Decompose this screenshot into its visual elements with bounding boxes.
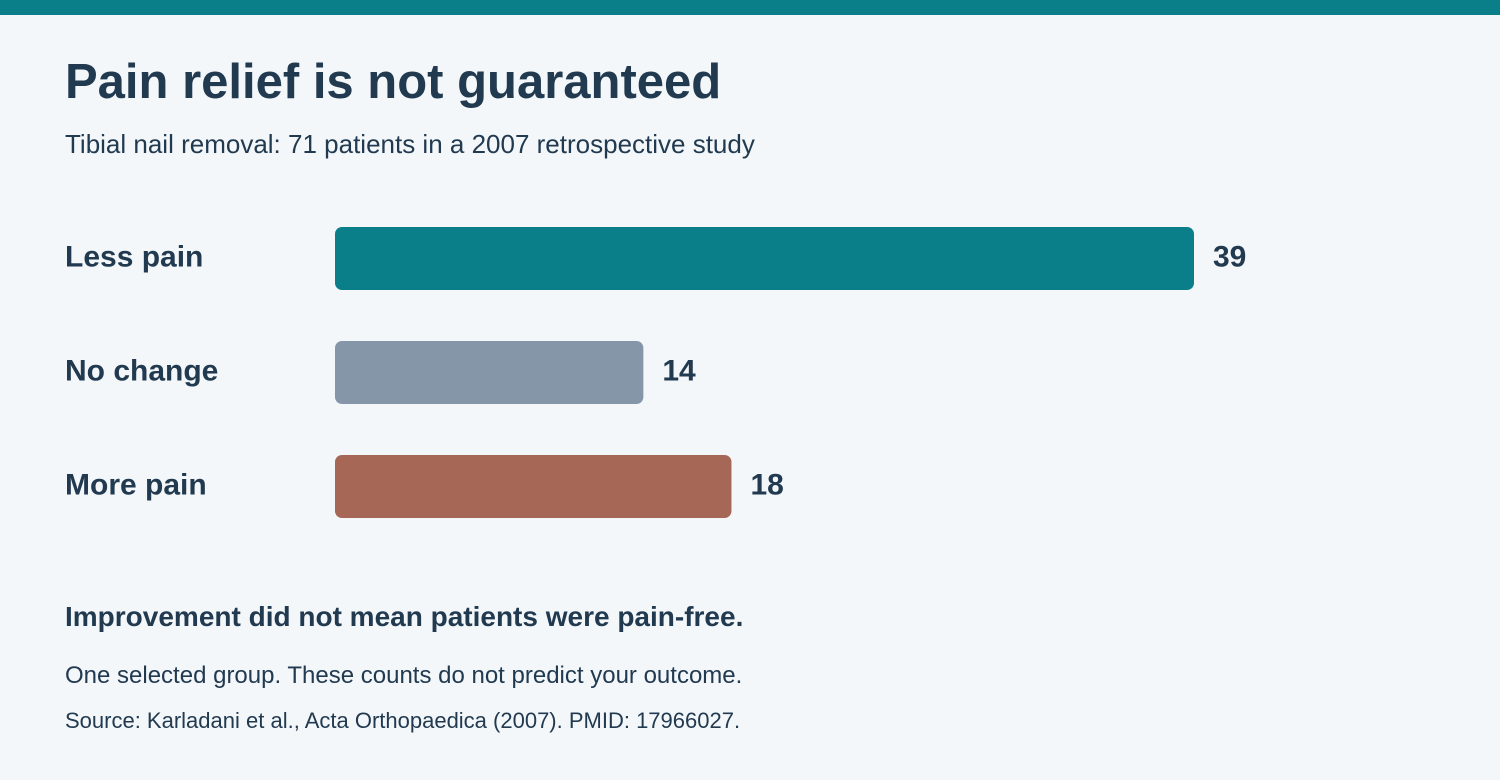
bar xyxy=(335,227,1194,290)
disclaimer-text: One selected group. These counts do not … xyxy=(65,662,743,689)
chart-title: Pain relief is not guaranteed xyxy=(65,55,722,109)
bar-value-label: 14 xyxy=(662,354,696,387)
bar xyxy=(335,455,732,518)
source-citation: Source: Karladani et al., Acta Orthopaed… xyxy=(65,708,741,733)
bar-value-label: 39 xyxy=(1213,240,1246,273)
category-label: No change xyxy=(65,354,218,387)
top-accent-bar xyxy=(0,0,1500,15)
category-label: More pain xyxy=(65,468,207,501)
bar-value-label: 18 xyxy=(750,468,783,501)
bar xyxy=(335,341,644,404)
chart-subtitle: Tibial nail removal: 71 patients in a 20… xyxy=(65,129,755,159)
takeaway-text: Improvement did not mean patients were p… xyxy=(65,601,744,632)
category-label: Less pain xyxy=(65,240,203,273)
